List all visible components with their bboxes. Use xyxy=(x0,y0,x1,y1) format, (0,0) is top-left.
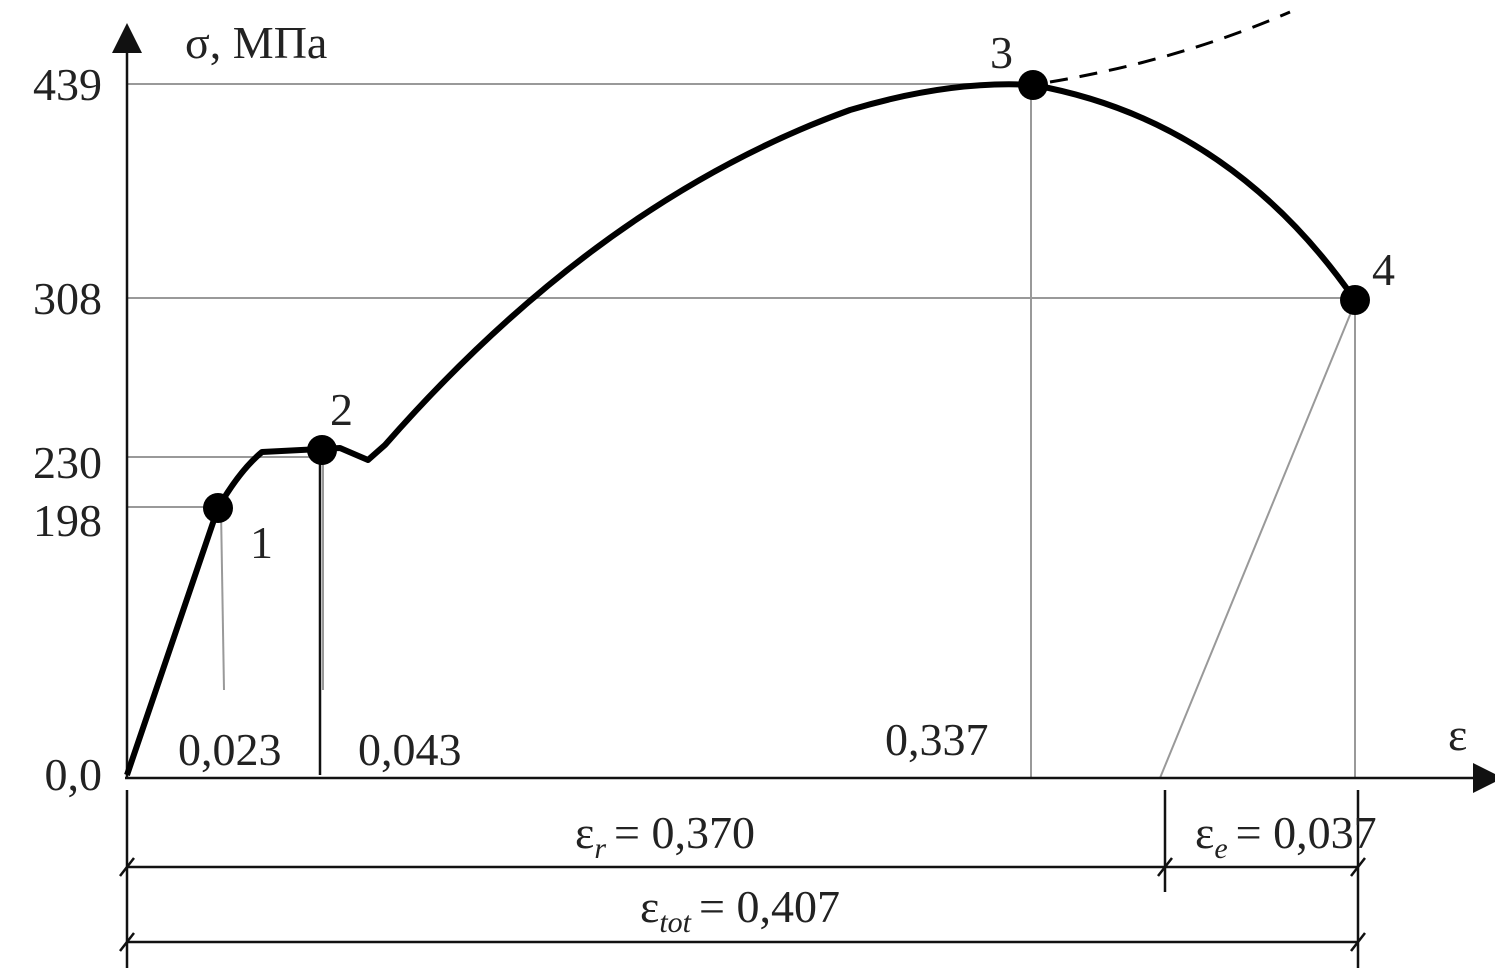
dimension-label: εe = 0,037 xyxy=(1195,807,1377,865)
y-label: 230 xyxy=(33,437,102,488)
reference-lines xyxy=(127,83,1356,779)
point-label: 1 xyxy=(250,517,273,568)
x-label: 0,337 xyxy=(885,714,989,765)
point-label: 4 xyxy=(1372,244,1395,295)
x-label: 0,043 xyxy=(358,724,462,775)
point-label: 3 xyxy=(990,27,1013,78)
dimension-label: εr = 0,370 xyxy=(575,807,755,865)
points xyxy=(203,70,1370,523)
point-label: 2 xyxy=(330,384,353,435)
dashed-continuation xyxy=(1049,10,1291,84)
stress-strain-curve xyxy=(124,81,1358,776)
y-label: 198 xyxy=(33,495,102,546)
dimension-lines xyxy=(119,790,1366,968)
dimension-label: εtot = 0,407 xyxy=(640,881,840,939)
x-label: 0,023 xyxy=(178,724,282,775)
y-axis-label: σ, МПа xyxy=(185,17,327,68)
y-label: 439 xyxy=(33,59,102,110)
y-label: 308 xyxy=(33,273,102,324)
y-label: 0,0 xyxy=(45,749,103,800)
x-axis-label: ε xyxy=(1448,709,1467,760)
